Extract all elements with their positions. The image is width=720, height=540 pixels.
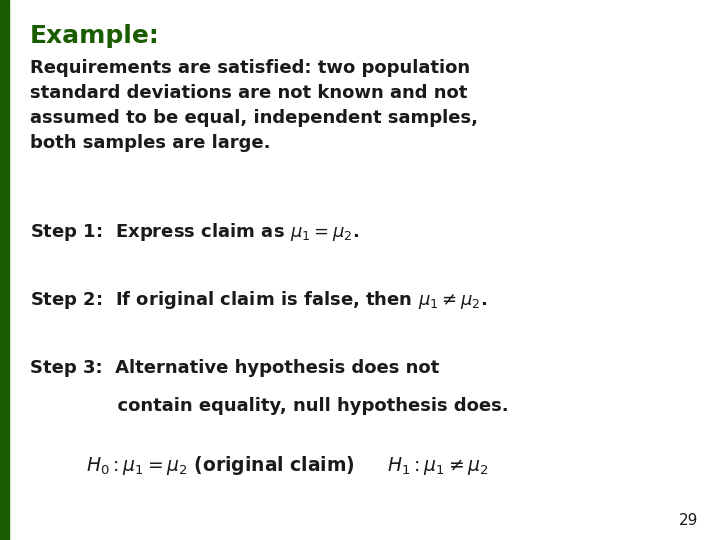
Text: 29: 29	[679, 513, 698, 528]
Text: contain equality, null hypothesis does.: contain equality, null hypothesis does.	[30, 397, 509, 415]
Text: Step 3:  Alternative hypothesis does not: Step 3: Alternative hypothesis does not	[30, 359, 439, 377]
Text: Step 2:  If original claim is false, then $\mu_1 \neq \mu_2$.: Step 2: If original claim is false, then…	[30, 289, 487, 311]
Text: Step 1:  Express claim as $\mu_1 = \mu_2$.: Step 1: Express claim as $\mu_1 = \mu_2$…	[30, 221, 359, 244]
Text: Requirements are satisfied: two population
standard deviations are not known and: Requirements are satisfied: two populati…	[30, 59, 478, 152]
Text: Example:: Example:	[30, 24, 160, 48]
Bar	[0, 0, 9, 540]
Text: $H_0 : \mu_1 = \mu_2$ (original claim)     $H_1 : \mu_1 \neq \mu_2$: $H_0 : \mu_1 = \mu_2$ (original claim) $…	[86, 454, 489, 477]
